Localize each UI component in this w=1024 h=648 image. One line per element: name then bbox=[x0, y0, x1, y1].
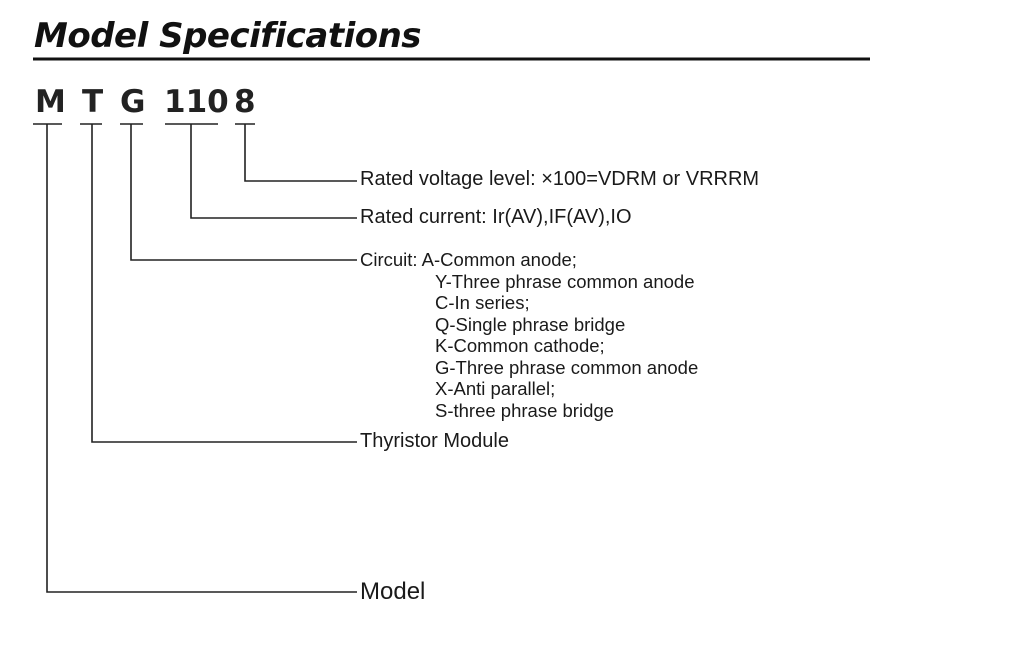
label-current: Rated current: Ir(AV),IF(AV),IO bbox=[360, 206, 632, 228]
label-circuit: Circuit: A-Common anode; Y-Three phrase … bbox=[360, 249, 698, 421]
circuit-item: Y-Three phrase common anode bbox=[435, 270, 695, 292]
label-type: Thyristor Module bbox=[360, 430, 509, 452]
connector-type bbox=[91, 124, 357, 443]
connector-model bbox=[46, 124, 357, 593]
label-voltage: Rated voltage level: ×100=VDRM or VRRRM bbox=[360, 168, 760, 190]
circuit-item: C-In series; bbox=[435, 292, 530, 313]
connector-current bbox=[190, 124, 357, 219]
page-title: Model Specifications bbox=[34, 16, 422, 56]
circuit-item: K-Common cathode; bbox=[435, 335, 605, 356]
circuit-item: X-Anti parallel; bbox=[435, 378, 556, 399]
circuit-head: Circuit: A-Common anode; bbox=[360, 249, 577, 270]
code-current: 110 bbox=[164, 84, 229, 120]
circuit-item: S-three phrase bridge bbox=[435, 399, 614, 421]
connector-circuit bbox=[130, 124, 357, 261]
code-g: G bbox=[120, 84, 146, 120]
label-model: Model bbox=[360, 578, 426, 605]
circuit-item: Q-Single phrase bridge bbox=[435, 313, 626, 335]
connector-voltage bbox=[244, 124, 357, 182]
code-t: T bbox=[82, 84, 104, 120]
code-m: M bbox=[35, 84, 66, 120]
circuit-item: G-Three phrase common anode bbox=[435, 356, 699, 378]
code-voltage: 8 bbox=[234, 84, 256, 120]
